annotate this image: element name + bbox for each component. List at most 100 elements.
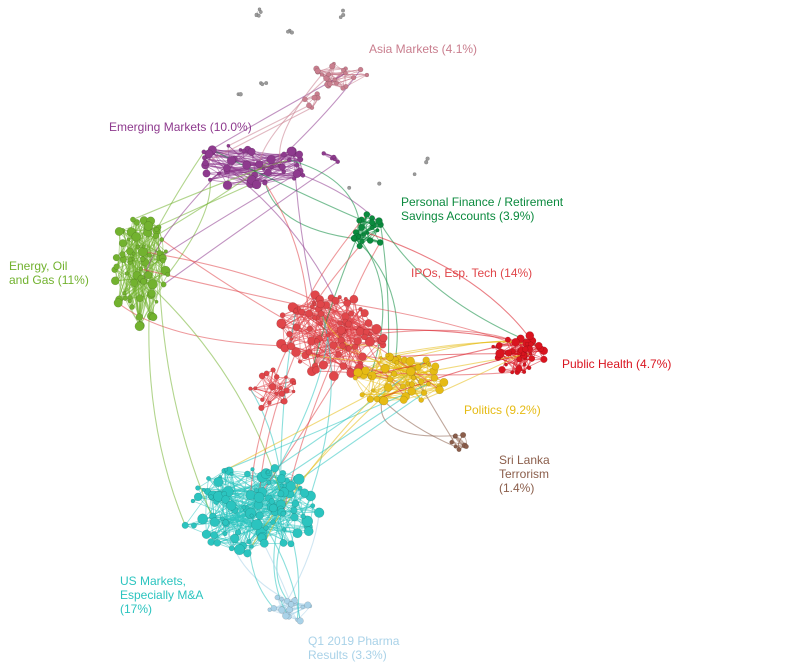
- node-us-markets: [241, 505, 247, 510]
- node-pharma: [288, 601, 295, 608]
- label-us-markets-line-3: (17%): [120, 602, 153, 616]
- node-us-markets: [213, 476, 224, 487]
- node-ipos: [345, 345, 352, 352]
- node-us-markets: [244, 470, 251, 478]
- label-politics-line: Politics (9.2%): [464, 403, 541, 417]
- node-energy: [131, 251, 136, 256]
- label-energy: Energy, Oil and Gas (11%): [9, 259, 89, 287]
- node-sri-lanka: [449, 439, 455, 445]
- node-ipos: [345, 320, 352, 328]
- node-emerging: [226, 155, 236, 165]
- edge: [282, 326, 343, 347]
- node-us-markets: [310, 503, 316, 509]
- node-pharma: [278, 606, 286, 614]
- node-energy: [135, 313, 144, 321]
- node-politics: [411, 375, 417, 381]
- node-us-markets: [251, 518, 263, 531]
- node-ipos: [278, 385, 284, 391]
- node-us-markets: [226, 500, 237, 511]
- node-politics: [368, 374, 372, 379]
- node-politics: [426, 381, 431, 387]
- node-energy: [129, 278, 138, 287]
- node-politics: [435, 385, 444, 395]
- edge: [148, 229, 186, 526]
- edge: [302, 294, 332, 517]
- edge: [205, 478, 209, 535]
- node-emerging: [202, 159, 209, 167]
- node-iso: [347, 185, 352, 190]
- edge: [258, 77, 327, 165]
- node-ipos: [312, 315, 318, 321]
- node-personal-finance: [366, 237, 374, 244]
- edge: [286, 512, 320, 602]
- edge: [124, 257, 161, 294]
- node-personal-finance: [359, 238, 365, 245]
- node-energy: [130, 216, 136, 223]
- edge: [116, 257, 133, 308]
- node-ipos: [268, 383, 277, 391]
- node-ipos: [270, 367, 276, 373]
- edge: [212, 151, 272, 168]
- node-personal-finance: [356, 217, 362, 224]
- node-emerging: [286, 157, 292, 163]
- node-ipos: [331, 296, 340, 305]
- edge: [225, 383, 429, 471]
- node-emerging: [335, 159, 341, 164]
- node-ipos: [358, 352, 367, 362]
- node-politics: [418, 378, 425, 385]
- node-iso: [424, 160, 429, 165]
- node-asia: [319, 72, 324, 77]
- node-pharma: [300, 604, 305, 610]
- node-us-markets: [253, 487, 259, 493]
- node-politics: [385, 353, 390, 358]
- node-ipos: [316, 300, 325, 309]
- node-ipos: [283, 387, 290, 394]
- node-ipos: [284, 375, 288, 379]
- node-public-health: [495, 341, 503, 349]
- node-politics: [383, 383, 393, 392]
- node-politics: [405, 356, 415, 366]
- node-personal-finance: [351, 234, 357, 241]
- node-ipos: [371, 323, 382, 334]
- node-iso: [341, 8, 346, 13]
- node-energy: [154, 299, 159, 304]
- node-us-markets: [293, 473, 305, 485]
- node-ipos: [337, 295, 342, 300]
- node-energy: [126, 247, 134, 256]
- node-politics: [361, 366, 370, 375]
- node-politics: [386, 376, 394, 383]
- edge: [242, 478, 282, 547]
- node-asia: [311, 94, 318, 101]
- edges-layer: [114, 8, 545, 622]
- node-ipos: [343, 296, 348, 301]
- node-politics: [394, 360, 400, 365]
- node-energy: [138, 246, 149, 257]
- node-personal-finance: [369, 219, 376, 226]
- node-us-markets: [197, 513, 209, 525]
- node-public-health: [521, 351, 526, 356]
- node-asia: [364, 72, 370, 78]
- node-us-markets: [259, 538, 269, 548]
- node-public-health: [498, 366, 506, 374]
- edge: [332, 65, 367, 76]
- node-ipos: [353, 337, 362, 346]
- node-energy: [127, 298, 133, 304]
- node-ipos: [348, 310, 355, 317]
- node-us-markets: [270, 464, 279, 473]
- node-emerging: [217, 171, 222, 176]
- node-pharma: [282, 612, 290, 620]
- label-personal-finance: Personal Finance / Retirement Savings Ac…: [401, 195, 563, 223]
- node-ipos: [379, 333, 388, 343]
- node-us-markets: [246, 539, 252, 545]
- node-energy: [159, 237, 165, 243]
- node-personal-finance: [356, 234, 361, 239]
- node-ipos: [360, 309, 369, 318]
- node-politics: [418, 397, 424, 403]
- node-us-markets: [279, 483, 284, 488]
- node-asia: [329, 63, 336, 70]
- label-politics: Politics (9.2%): [464, 403, 541, 417]
- node-us-markets: [210, 531, 218, 540]
- edge: [219, 173, 266, 183]
- node-iso: [412, 172, 417, 177]
